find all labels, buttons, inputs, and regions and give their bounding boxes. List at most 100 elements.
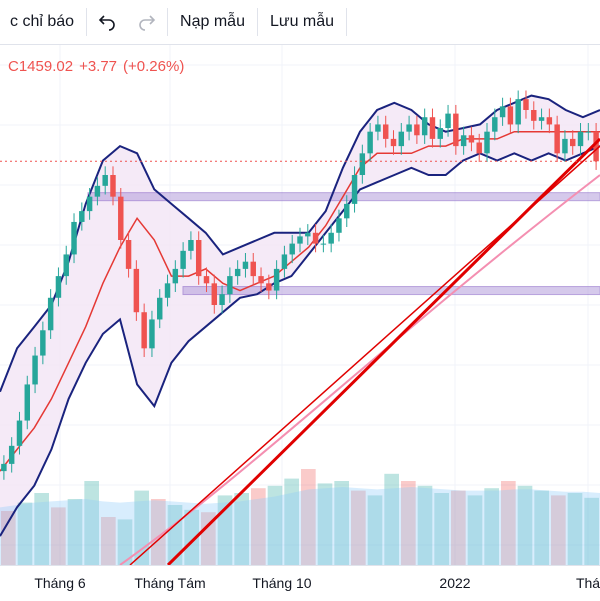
candle-body: [305, 232, 311, 237]
volume-bar: [84, 481, 99, 565]
volume-bar: [184, 509, 199, 565]
x-tick-label: Tháng 10: [252, 575, 312, 591]
candle-body: [63, 254, 69, 277]
candle-body: [390, 138, 397, 147]
candle-body: [546, 117, 553, 125]
volume-bar: [34, 493, 49, 565]
volume-bar: [1, 511, 16, 565]
candle-body: [523, 99, 529, 110]
moving-average-line: [0, 130, 600, 472]
save-template-button[interactable]: Lưu mẫu: [269, 13, 335, 30]
candle-body: [445, 113, 451, 129]
volume-bar: [334, 481, 349, 565]
candle-body: [453, 113, 459, 147]
toolbar-divider: [346, 8, 348, 36]
candle-body: [266, 283, 272, 291]
candle-body: [227, 276, 233, 295]
candle-body: [219, 294, 225, 305]
candle-body: [429, 117, 436, 139]
candle-body: [406, 124, 412, 132]
volume-bar: [117, 519, 133, 565]
candle-body: [133, 268, 140, 313]
candle-body: [538, 117, 545, 121]
candle-body: [577, 131, 584, 147]
candle-body: [593, 131, 599, 162]
toolbar-divider: [86, 8, 88, 36]
candle-body: [421, 117, 428, 136]
candle-body: [336, 218, 342, 233]
volume-bar: [351, 490, 366, 565]
legend-change: +3.77: [79, 58, 118, 75]
volume-bar: [584, 497, 599, 565]
volume-bar: [451, 490, 466, 565]
support-level: [182, 286, 600, 296]
candle-body: [71, 221, 77, 255]
candle-body: [94, 185, 101, 197]
candle-body: [8, 445, 15, 464]
candle-body: [234, 268, 241, 277]
candle-body: [110, 175, 116, 197]
volume-bar: [467, 495, 483, 565]
x-tick-label: Thá: [575, 575, 600, 591]
candle-body: [125, 240, 132, 269]
chart-toolbar: c chỉ báo Nạp mẫu Lưu mẫu: [0, 0, 600, 45]
candle-body: [157, 297, 163, 320]
chart-area[interactable]: [0, 45, 600, 567]
time-axis[interactable]: Tháng 6 Tháng Tám Tháng 10 2022 Thá: [0, 565, 600, 601]
candle-body: [585, 131, 592, 133]
candle-body: [344, 203, 350, 219]
bollinger-fill: [0, 95, 600, 537]
price-legend: C1459.02 +3.77 (+0.26%): [8, 58, 190, 75]
candle-body: [281, 254, 288, 269]
undo-icon[interactable]: [95, 10, 119, 34]
legend-close: C1459.02: [8, 58, 74, 75]
candle-body: [273, 268, 280, 291]
x-tick-label: Tháng 6: [34, 575, 86, 591]
volume-bar: [51, 507, 66, 565]
indicators-button[interactable]: c chỉ báo: [10, 13, 75, 30]
x-tick-label: Tháng Tám: [134, 575, 206, 591]
volume-ma-area: [0, 487, 600, 565]
candle-body: [484, 131, 490, 154]
candle-body: [289, 243, 295, 255]
candle-body: [149, 319, 155, 349]
volume-bar: [517, 485, 533, 565]
volume-bar: [251, 488, 266, 565]
candle-body: [554, 124, 560, 154]
price-chart[interactable]: [0, 45, 600, 567]
volume-bar: [551, 495, 566, 565]
candle-body: [297, 236, 303, 244]
volume-bar: [17, 502, 33, 565]
candle-body: [242, 261, 249, 269]
candle-body: [164, 283, 171, 298]
candle-body: [515, 99, 521, 125]
candle-body: [367, 131, 373, 154]
volume-bar: [284, 478, 299, 565]
volume-bar: [317, 483, 333, 565]
bollinger-lower-band: [0, 145, 600, 537]
candle-body: [320, 243, 327, 245]
volume-bar: [501, 481, 516, 565]
candle-body: [55, 276, 62, 298]
volume-bar: [301, 469, 316, 565]
volume-bar: [367, 495, 383, 565]
candle-body: [32, 355, 38, 385]
redo-icon[interactable]: [135, 10, 159, 34]
volume-bar: [67, 499, 83, 565]
candle-body: [476, 142, 482, 154]
volume-bar: [234, 493, 249, 565]
candle-body: [86, 196, 93, 212]
load-template-button[interactable]: Nạp mẫu: [180, 13, 245, 30]
candle-body: [1, 463, 7, 472]
candle-body: [79, 211, 85, 222]
candle-body: [375, 124, 381, 132]
candle-body: [24, 384, 30, 421]
candle-body: [414, 124, 420, 136]
candle-body: [258, 276, 264, 284]
candle-body: [382, 124, 389, 139]
candle-body: [102, 175, 108, 186]
x-tick-label: 2022: [439, 575, 471, 591]
volume-bar: [267, 485, 283, 565]
candle-body: [47, 297, 54, 331]
volume-bar: [401, 481, 416, 565]
